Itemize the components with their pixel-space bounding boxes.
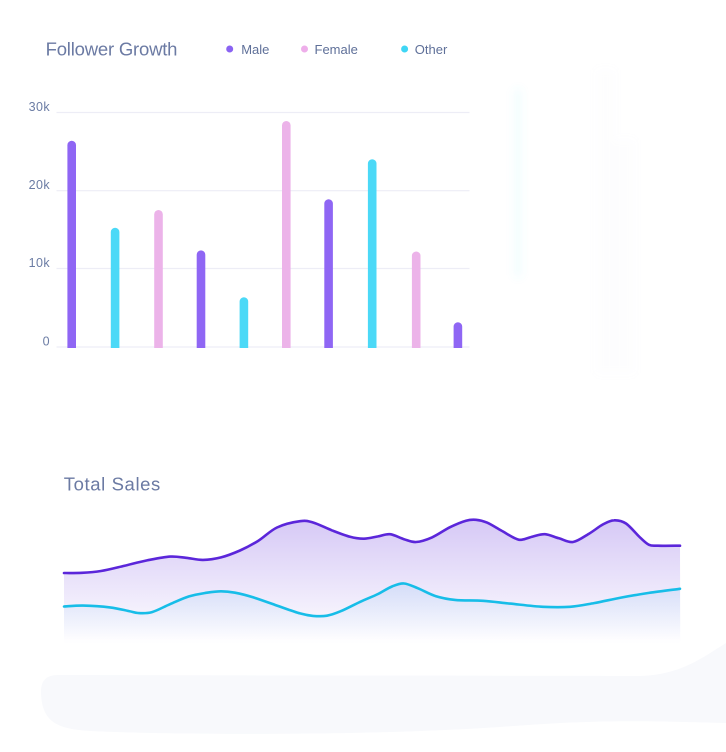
svg-text:20k: 20k [29, 178, 51, 192]
svg-text:Female: Female [315, 42, 358, 57]
svg-text:Other: Other [415, 42, 448, 57]
svg-text:Male: Male [241, 42, 269, 57]
svg-text:10k: 10k [29, 256, 51, 270]
svg-text:0: 0 [43, 335, 50, 349]
svg-text:Follower Growth: Follower Growth [46, 38, 178, 59]
svg-text:Total Sales: Total Sales [64, 474, 161, 495]
svg-text:30k: 30k [29, 100, 51, 114]
